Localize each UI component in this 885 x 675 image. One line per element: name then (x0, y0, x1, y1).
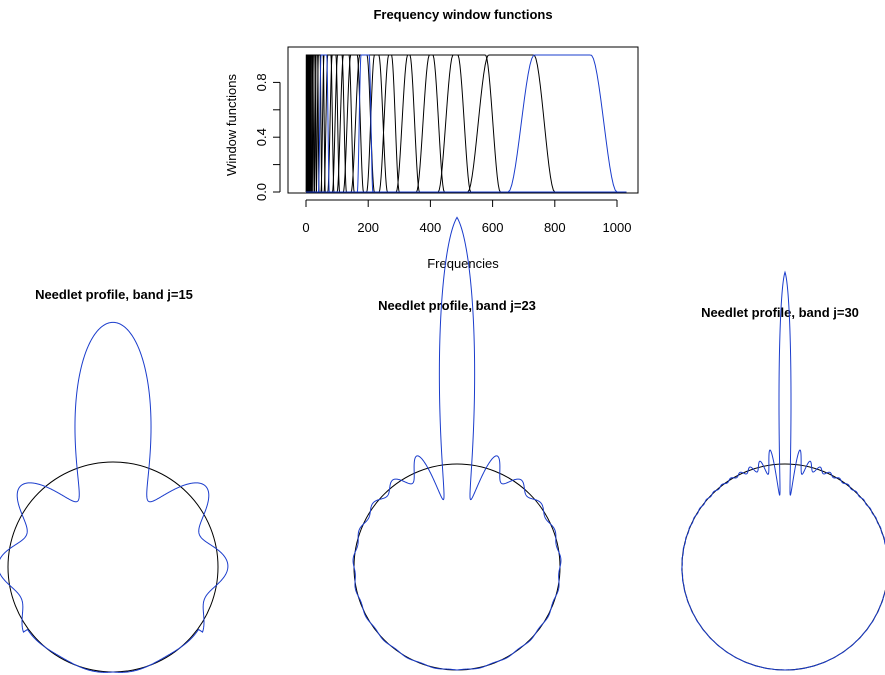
window-curve-band-12 (306, 54, 627, 193)
window-curve-band-28 (306, 54, 627, 193)
needlet-panel-band-15: Needlet profile, band j=15 (0, 287, 229, 673)
window-y-axis-label: Window functions (224, 74, 239, 176)
needlet-title-band-30: Needlet profile, band j=30 (701, 305, 859, 320)
window-curve-band-7 (306, 54, 627, 193)
window-plot-frame (287, 46, 639, 194)
needlet-reference-circle (7, 461, 219, 673)
window-x-tick-label: 1000 (603, 220, 632, 235)
needlet-title-band-23: Needlet profile, band j=23 (378, 298, 536, 313)
window-curve-band-8 (306, 54, 627, 193)
window-chart-title: Frequency window functions (373, 7, 552, 22)
window-curve-band-3 (306, 54, 627, 193)
needlet-profile-curve (681, 270, 885, 671)
window-curve-band-10 (306, 54, 627, 193)
window-y-tick-label: 0.0 (254, 183, 269, 201)
window-x-tick-label: 400 (420, 220, 442, 235)
window-y-tick-label: 0.4 (254, 128, 269, 146)
window-curve-band-4 (306, 54, 627, 193)
window-functions-panel: Frequency window functions Frequencies W… (224, 7, 639, 271)
window-curves (305, 54, 627, 193)
window-x-tick-label: 0 (302, 220, 309, 235)
window-curve-band-20 (306, 54, 627, 193)
window-curve-band-24 (306, 54, 627, 193)
window-curve-band-22 (306, 54, 627, 193)
window-curve-band-5 (306, 54, 627, 193)
window-curve-band-15 (306, 54, 627, 193)
window-curve-band-14 (306, 54, 627, 193)
window-x-tick-label: 600 (482, 220, 504, 235)
needlet-title-band-15: Needlet profile, band j=15 (35, 287, 193, 302)
window-x-tick-label: 800 (544, 220, 566, 235)
window-curve-band-18 (306, 54, 627, 193)
window-curve-band-25 (306, 54, 627, 193)
window-curve-band-19 (306, 54, 627, 193)
needlet-profile-curve (352, 216, 562, 671)
window-x-tick-label: 200 (357, 220, 379, 235)
window-curve-band-30 (306, 54, 627, 193)
window-curve-band-16 (306, 54, 627, 193)
window-curve-band-11 (306, 54, 627, 193)
window-curve-band-27 (306, 54, 627, 193)
needlet-panel-band-30: Needlet profile, band j=30 (681, 270, 885, 671)
window-curve-band-1 (305, 54, 627, 193)
needlet-reference-circle (353, 463, 561, 671)
window-x-axis-label: Frequencies (427, 256, 499, 271)
window-curve-band-2 (305, 54, 627, 193)
window-curve-band-13 (306, 54, 627, 193)
window-curve-band-17 (306, 54, 627, 193)
needlet-reference-circle (681, 463, 885, 671)
window-curve-band-23 (306, 54, 627, 193)
window-curve-band-9 (306, 54, 627, 193)
window-y-tick-label: 0.8 (254, 73, 269, 91)
window-curve-band-6 (306, 54, 627, 193)
window-axis-ticks: 0 200 400 600 800 1000 0.0 0.4 0.8 (254, 73, 631, 235)
window-curve-band-26 (306, 54, 627, 193)
window-curve-band-29 (306, 54, 627, 193)
needlet-profile-curve (0, 321, 229, 673)
window-curve-band-21 (306, 54, 627, 193)
needlet-panel-band-23: Needlet profile, band j=23 (352, 216, 562, 671)
